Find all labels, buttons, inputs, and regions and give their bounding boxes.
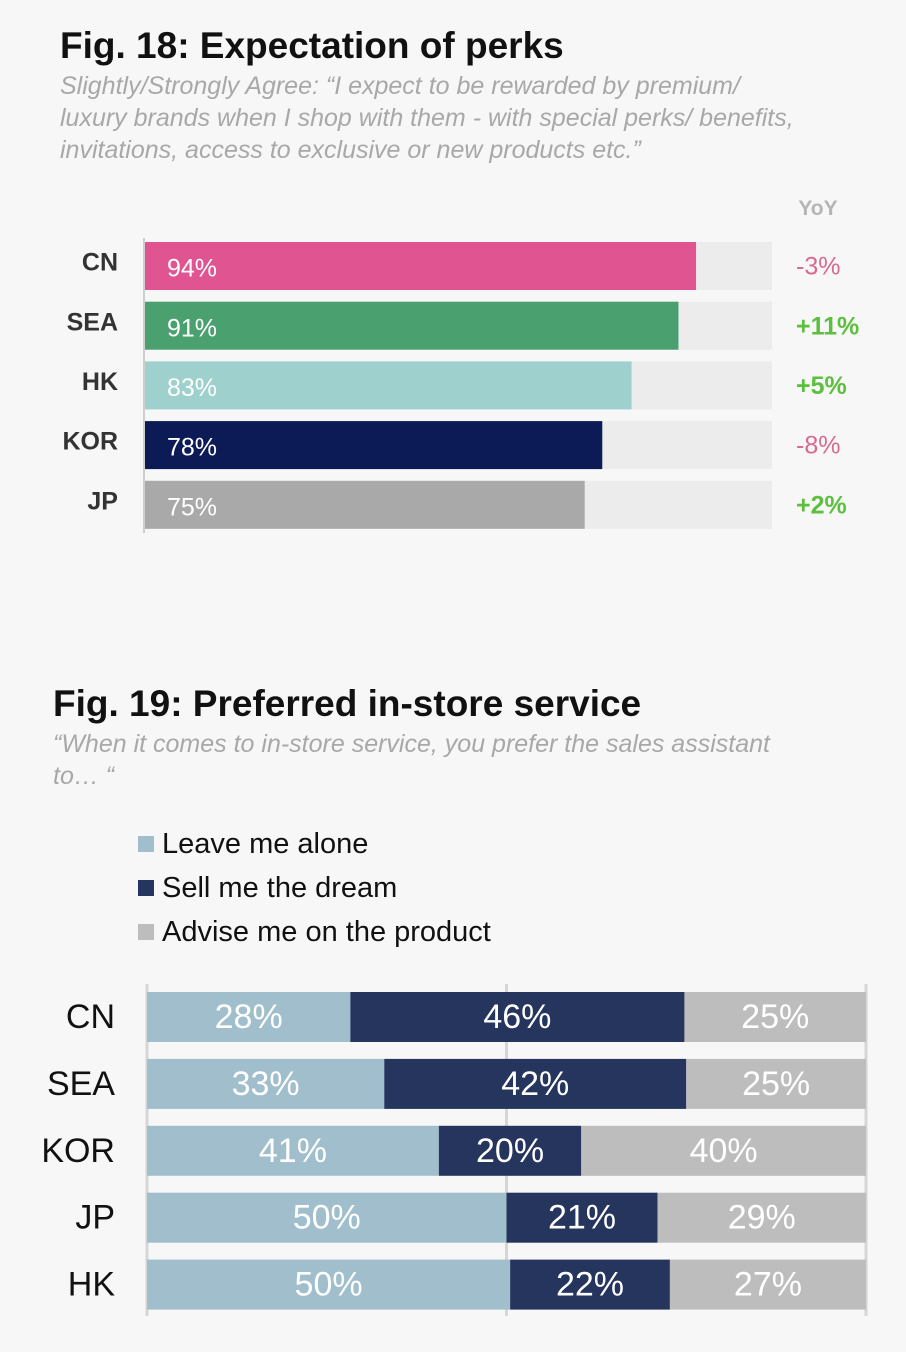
data-label: 29% <box>728 1199 796 1237</box>
legend-label: Advise me on the product <box>162 915 491 948</box>
category-label: JP <box>87 487 118 515</box>
category-label: HK <box>68 1266 116 1304</box>
legend-swatch-sell-me-the-dream <box>138 880 154 896</box>
segment-cn-2 <box>684 992 866 1042</box>
data-label: 50% <box>293 1199 361 1237</box>
bar-hk <box>145 361 632 410</box>
segment-kor-1 <box>438 1125 582 1176</box>
data-label: 40% <box>690 1132 758 1170</box>
fig18-title: Fig. 18: Expectation of perks <box>60 25 564 66</box>
category-label: KOR <box>41 1132 115 1170</box>
legend-label: Sell me the dream <box>162 871 398 904</box>
data-label: 20% <box>476 1132 544 1170</box>
fig19-legend: Leave me alone Sell me the dream Advise … <box>138 822 491 954</box>
fig19-subtitle: “When it comes to in-store service, you … <box>53 730 770 790</box>
data-label: 41% <box>259 1132 327 1170</box>
segment-kor-0 <box>147 1125 439 1176</box>
segment-jp-1 <box>506 1192 658 1243</box>
data-label: 91% <box>167 314 217 342</box>
fig19-title: Fig. 19: Preferred in-store service <box>53 683 642 724</box>
data-label: 78% <box>167 434 217 462</box>
data-label: 42% <box>501 1065 569 1103</box>
legend-item-advise-me: Advise me on the product <box>138 910 491 954</box>
category-label: KOR <box>62 428 118 456</box>
category-label: CN <box>82 249 118 277</box>
fig18-chart: YoY CN 94% -3% SEA 91% +11% HK 83% +5% KOR 78% -8% JP… <box>62 197 859 533</box>
data-label: 21% <box>548 1199 616 1237</box>
segment-hk-2 <box>669 1259 866 1310</box>
category-label: SEA <box>67 308 118 336</box>
category-label: HK <box>82 368 118 396</box>
category-label: CN <box>66 998 115 1036</box>
yoy-value: +5% <box>796 372 847 400</box>
data-label: 22% <box>556 1266 624 1304</box>
data-label: 75% <box>167 493 217 521</box>
segment-sea-1 <box>384 1058 687 1109</box>
yoy-value: +11% <box>796 312 859 340</box>
bar-cn <box>145 242 697 290</box>
data-label: 83% <box>167 374 217 402</box>
data-label: 33% <box>232 1065 300 1103</box>
bar-sea <box>145 301 679 350</box>
fig18-subtitle: Slightly/Strongly Agree: “I expect to be… <box>60 72 794 164</box>
yoy-value: -3% <box>796 253 840 281</box>
legend-swatch-advise-me <box>138 924 154 940</box>
data-label: 50% <box>295 1266 363 1304</box>
segment-jp-0 <box>147 1192 507 1243</box>
data-label: 25% <box>741 998 809 1036</box>
yoy-value: -8% <box>796 432 840 460</box>
legend-item-leave-me-alone: Leave me alone <box>138 822 491 866</box>
yoy-header: YoY <box>798 197 837 220</box>
segment-sea-2 <box>686 1058 866 1109</box>
segment-jp-2 <box>657 1192 866 1243</box>
yoy-value: +2% <box>796 491 847 519</box>
segment-cn-0 <box>147 992 351 1042</box>
bar-jp <box>145 480 585 529</box>
data-label: 25% <box>742 1065 810 1103</box>
category-label: JP <box>75 1199 115 1237</box>
legend-swatch-leave-me-alone <box>138 836 154 852</box>
segment-hk-0 <box>147 1259 511 1310</box>
category-label: SEA <box>47 1065 115 1103</box>
segment-sea-0 <box>147 1058 385 1109</box>
legend-item-sell-me-the-dream: Sell me the dream <box>138 866 491 910</box>
data-label: 28% <box>215 998 283 1036</box>
data-label: 46% <box>483 998 551 1036</box>
segment-kor-2 <box>581 1125 866 1176</box>
bar-kor <box>145 421 603 470</box>
segment-cn-1 <box>350 992 685 1042</box>
segment-hk-1 <box>510 1259 670 1310</box>
legend-label: Leave me alone <box>162 827 369 860</box>
data-label: 27% <box>734 1266 802 1304</box>
data-label: 94% <box>167 255 217 283</box>
